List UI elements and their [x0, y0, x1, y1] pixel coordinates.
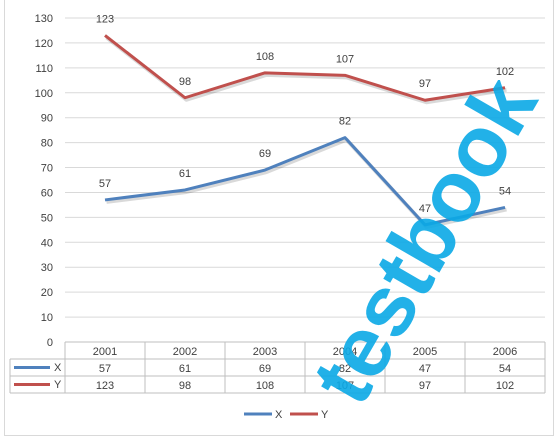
y-tick-label: 80	[41, 138, 53, 150]
table-cell: 47	[419, 363, 431, 375]
y-tick-label: 30	[41, 262, 53, 274]
y-tick-label: 130	[35, 13, 53, 25]
series-line-Y	[104, 34, 506, 102]
series-line-X	[104, 136, 506, 227]
y-tick-label: 0	[47, 337, 53, 349]
table-cell: 61	[179, 363, 191, 375]
y-tick-label: 120	[35, 38, 53, 50]
table-cell: 108	[256, 380, 274, 392]
table-cell: 69	[259, 363, 271, 375]
y-tick-label: 40	[41, 237, 53, 249]
table-cell: 57	[99, 363, 111, 375]
x-tick-label: 2003	[253, 346, 277, 358]
data-label: 69	[259, 148, 271, 160]
table-series-name: X	[54, 362, 62, 374]
data-label: 61	[179, 168, 191, 180]
data-label: 102	[496, 66, 514, 78]
series-lines	[104, 34, 507, 229]
data-label: 54	[499, 185, 511, 197]
x-tick-label: 2006	[493, 346, 517, 358]
y-tick-label: 100	[35, 88, 53, 100]
data-label: 57	[99, 178, 111, 190]
x-tick-label: 2005	[413, 346, 437, 358]
y-tick-label: 90	[41, 113, 53, 125]
legend-label: X	[275, 409, 283, 421]
table-cell: 102	[496, 380, 514, 392]
y-tick-label: 70	[41, 163, 53, 175]
y-tick-label: 10	[41, 312, 53, 324]
y-tick-label: 20	[41, 287, 53, 299]
data-label: 107	[336, 53, 354, 65]
series-shadow-X	[106, 137, 507, 229]
data-label: 47	[419, 203, 431, 215]
data-label: 97	[419, 78, 431, 90]
data-label: 82	[339, 116, 351, 128]
y-axis-ticks: 0 10 20 30 40 50 60 70 80 90 100 110 120 130	[35, 13, 53, 349]
x-tick-label: 2004	[333, 346, 357, 358]
x-tick-label: 2002	[173, 346, 197, 358]
data-label: 123	[96, 13, 114, 25]
y-tick-label: 50	[41, 212, 53, 224]
table-cell: 97	[419, 380, 431, 392]
data-labels: 57 61 69 82 47 54 123 98 108 107 97 102	[96, 13, 514, 214]
table-cell: 107	[336, 380, 354, 392]
table-cell: 98	[179, 380, 191, 392]
gridlines	[65, 17, 545, 343]
table-series-name: Y	[54, 379, 62, 391]
data-label: 98	[179, 76, 191, 88]
table-cell: 123	[96, 380, 114, 392]
legend-label: Y	[321, 409, 329, 421]
table-cell: 82	[339, 363, 351, 375]
data-label: 108	[256, 51, 274, 63]
chart-frame	[4, 0, 554, 436]
table-cell: 54	[499, 363, 511, 375]
data-table: 2001 2002 2003 2004 2005 2006 X 57 61 69 82 47 54 Y 12…	[9, 341, 546, 394]
y-tick-label: 60	[41, 187, 53, 199]
y-tick-label: 110	[35, 63, 53, 75]
x-tick-label: 2001	[93, 346, 117, 358]
